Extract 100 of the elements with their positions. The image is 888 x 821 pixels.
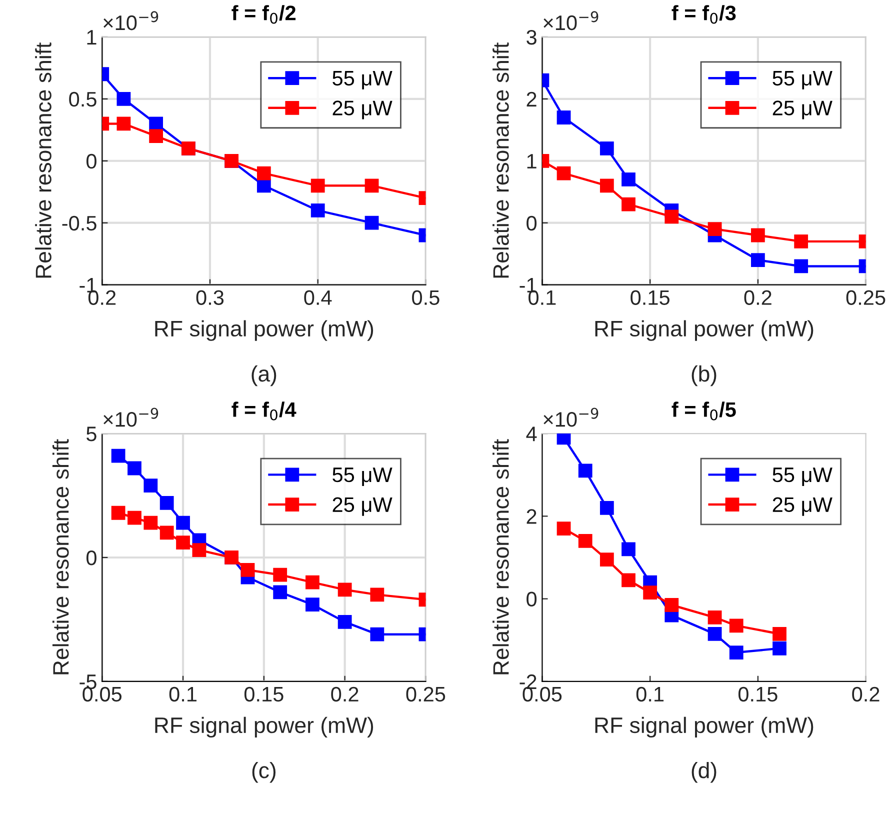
point bbox=[273, 585, 288, 600]
text: (d) bbox=[692, 762, 716, 783]
chart-title: f = f$_{0}$/2 bbox=[232, 5, 296, 24]
point bbox=[160, 526, 174, 540]
point bbox=[149, 129, 163, 144]
text: ×10$^{−9}$ bbox=[544, 408, 598, 427]
x-axis-title: RF signal power (mW) bbox=[595, 320, 814, 341]
x-tick-label: 0.4 bbox=[304, 290, 332, 305]
y-tick-label: 1 bbox=[527, 154, 536, 168]
point bbox=[750, 253, 765, 267]
text: (c) bbox=[252, 762, 276, 783]
point bbox=[364, 216, 379, 230]
y-tick-label: 3 bbox=[526, 30, 536, 45]
point bbox=[622, 542, 636, 556]
point bbox=[600, 500, 614, 515]
x-axis-title: RF signal power (mW) bbox=[595, 716, 814, 738]
point bbox=[176, 516, 190, 530]
point bbox=[600, 178, 614, 193]
point bbox=[600, 142, 614, 156]
text: ×10$^{−9}$ bbox=[104, 408, 158, 427]
point bbox=[708, 222, 722, 236]
x-tick-label: 0.5 bbox=[412, 290, 440, 305]
point bbox=[664, 598, 679, 612]
x-tick-label: 0.1 bbox=[636, 686, 664, 702]
x-tick-label: 0.05 bbox=[522, 686, 562, 702]
text: ×10$^{−9}$ bbox=[544, 11, 598, 30]
point bbox=[128, 510, 142, 525]
point bbox=[772, 626, 786, 641]
point bbox=[750, 228, 765, 242]
y-tick-label: 0 bbox=[86, 154, 96, 169]
point bbox=[729, 618, 744, 633]
y-tick-label: 5 bbox=[86, 426, 96, 442]
point bbox=[176, 536, 190, 550]
legend-label: 25 μW bbox=[772, 100, 832, 120]
point bbox=[306, 598, 320, 612]
chart-title: f = f$_{0}$/5 bbox=[672, 402, 736, 420]
x-tick-label: 0.25 bbox=[846, 290, 886, 305]
x-axis-title: RF signal power (mW) bbox=[155, 716, 374, 738]
x-tick-label: 0.05 bbox=[82, 686, 122, 702]
point bbox=[772, 641, 786, 656]
point bbox=[556, 166, 571, 180]
point bbox=[708, 610, 722, 624]
point bbox=[111, 506, 126, 520]
point bbox=[708, 626, 722, 641]
y-tick-label: -0.5 bbox=[62, 216, 96, 231]
x-axis-title: RF signal power (mW) bbox=[155, 320, 374, 341]
point bbox=[370, 627, 384, 642]
point bbox=[192, 543, 206, 557]
point bbox=[144, 516, 158, 530]
legend-label: 25 μW bbox=[772, 497, 832, 516]
legend-label: 55 μW bbox=[332, 468, 392, 486]
point bbox=[160, 496, 174, 510]
point bbox=[310, 204, 325, 218]
x-tick-label: 0.25 bbox=[406, 686, 446, 702]
point bbox=[622, 172, 636, 186]
point bbox=[256, 166, 271, 180]
y-tick-label: 0 bbox=[526, 592, 537, 607]
text: (b) bbox=[692, 365, 716, 386]
legend-label: 55 μW bbox=[772, 468, 832, 486]
legend-label: 55 μW bbox=[332, 71, 392, 90]
y-tick-label: 0 bbox=[86, 550, 96, 566]
text: ×10$^{−9}$ bbox=[104, 11, 158, 30]
point bbox=[578, 534, 592, 548]
point bbox=[600, 552, 614, 566]
point bbox=[338, 582, 352, 597]
y-tick-label: 0 bbox=[526, 216, 537, 231]
point bbox=[256, 178, 271, 193]
legend-label: 25 μW bbox=[332, 497, 392, 516]
point bbox=[622, 573, 636, 588]
y-tick-label: 4 bbox=[526, 426, 537, 442]
y-tick-label: 1 bbox=[87, 30, 96, 44]
point bbox=[240, 562, 255, 577]
legend-label: 25 μW bbox=[332, 100, 392, 120]
point bbox=[556, 110, 571, 124]
point bbox=[729, 646, 744, 660]
y-axis-title: Relative resonance shift bbox=[52, 439, 69, 674]
point bbox=[556, 522, 571, 536]
point bbox=[306, 575, 320, 590]
x-tick-label: 0.15 bbox=[630, 290, 670, 305]
y-axis-title: Relative resonance shift bbox=[492, 42, 509, 278]
chart-title: f = f$_{0}$/4 bbox=[232, 402, 296, 420]
x-tick-label: 0.15 bbox=[738, 686, 778, 702]
point bbox=[128, 461, 142, 476]
point bbox=[622, 197, 636, 212]
point bbox=[794, 234, 808, 248]
x-tick-label: 0.2 bbox=[331, 686, 358, 702]
x-tick-label: 0.2 bbox=[744, 290, 772, 305]
point bbox=[273, 568, 288, 582]
x-tick-label: 0.15 bbox=[244, 686, 284, 702]
point bbox=[338, 614, 352, 629]
point bbox=[116, 116, 131, 131]
point bbox=[643, 586, 658, 600]
point bbox=[111, 448, 126, 463]
point bbox=[370, 588, 384, 602]
x-tick-label: 0.2 bbox=[852, 686, 880, 702]
chart-title: f = f$_{0}$/3 bbox=[672, 5, 736, 24]
y-tick-label: 2 bbox=[526, 509, 536, 524]
x-tick-label: 0.1 bbox=[169, 686, 196, 702]
text: (a) bbox=[252, 365, 276, 386]
y-axis-title: Relative resonance shift bbox=[492, 439, 509, 674]
